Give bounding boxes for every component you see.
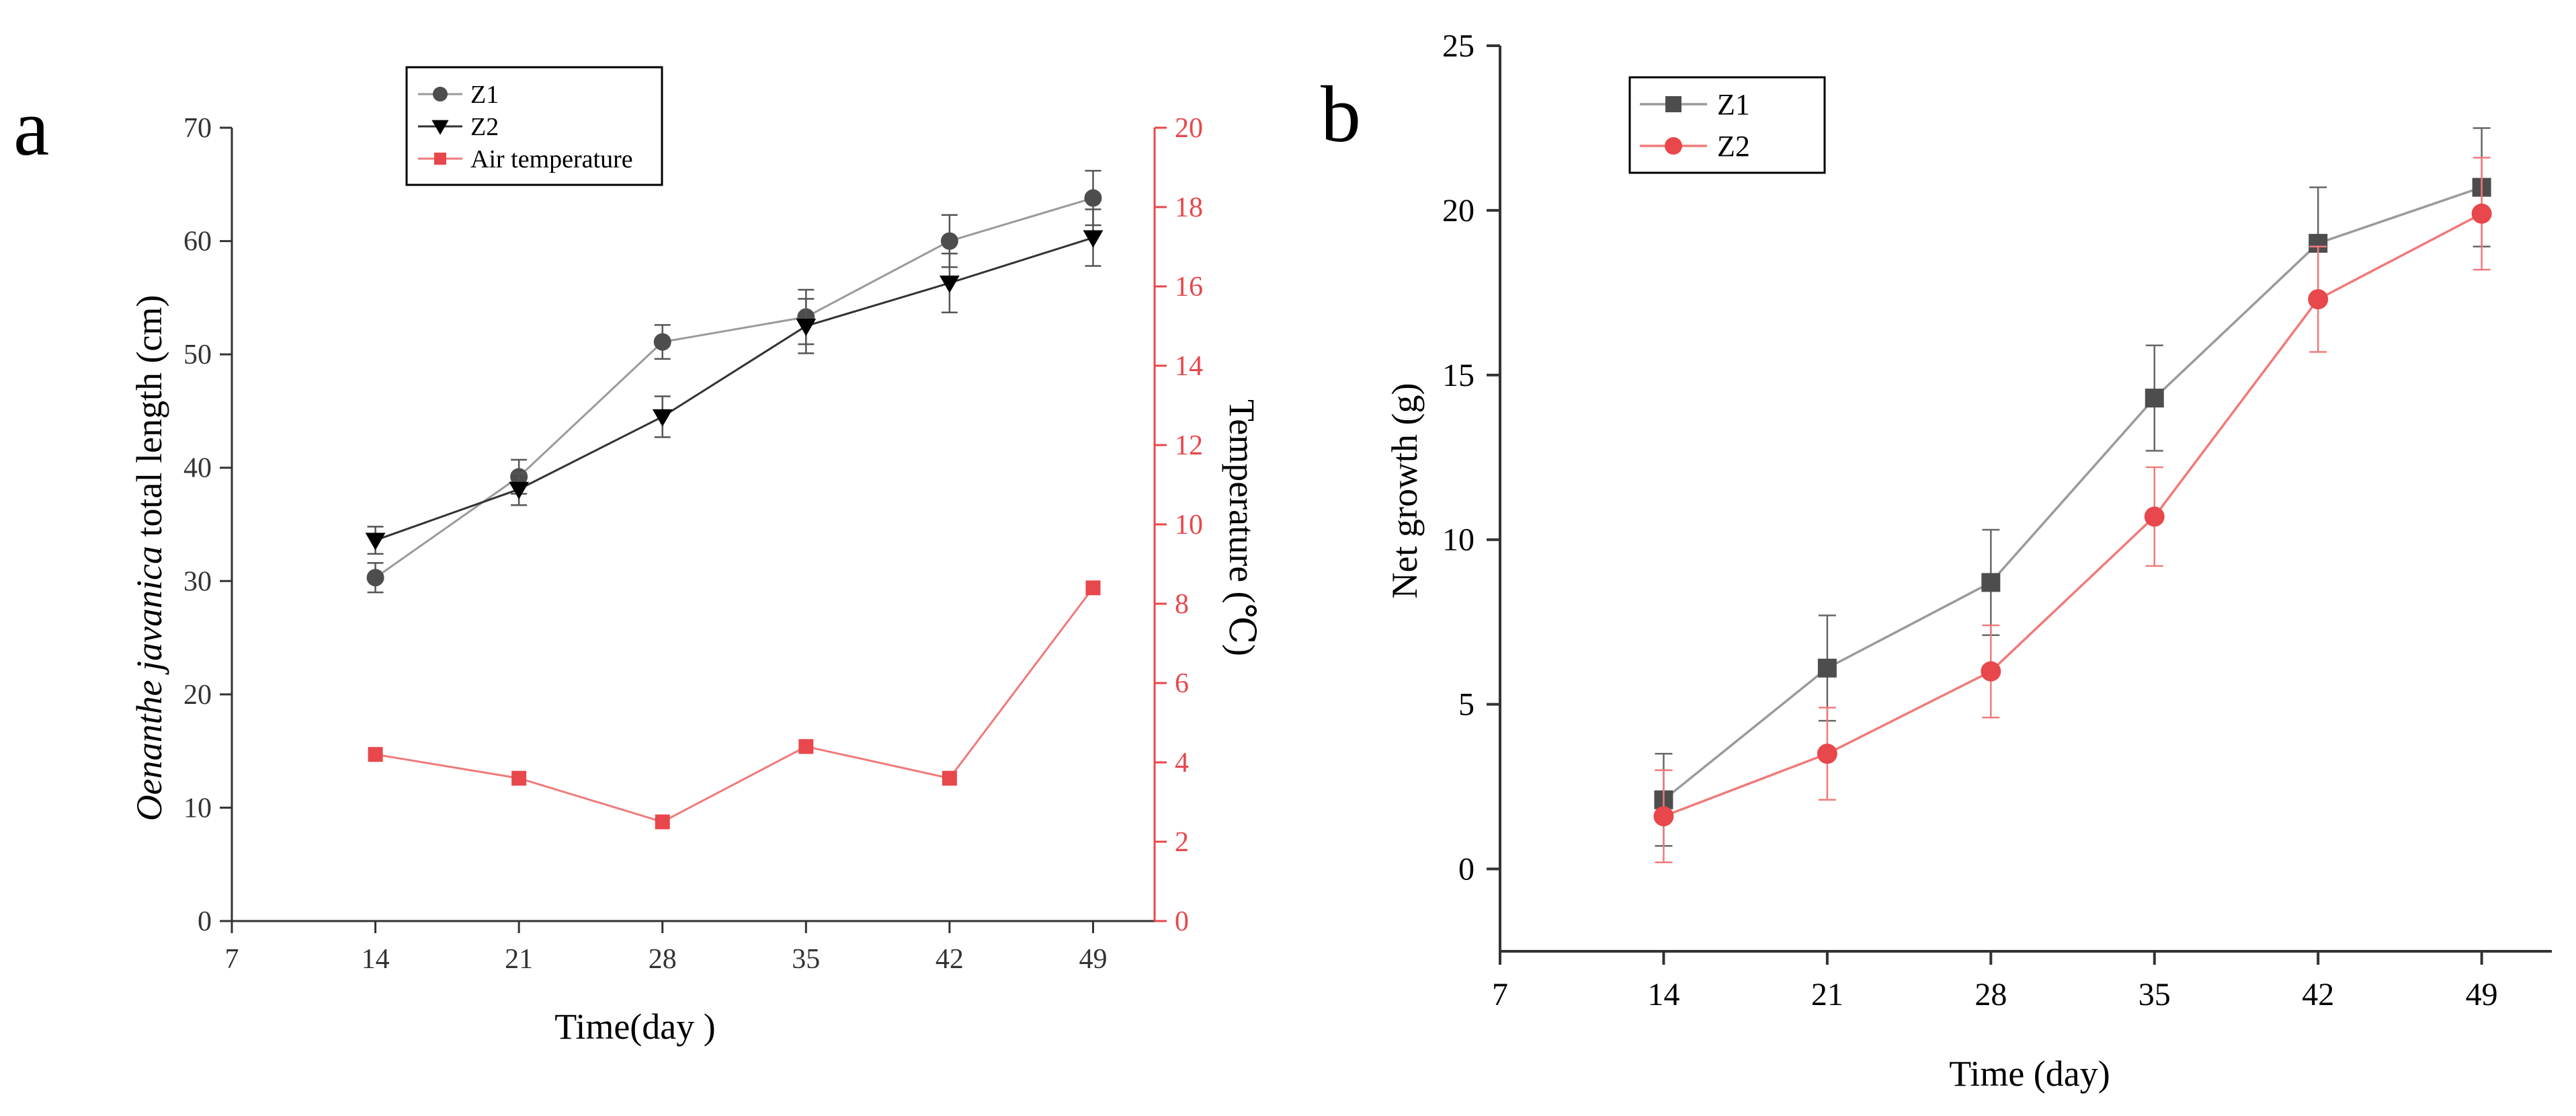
data-point (368, 747, 383, 762)
series-line-z1 (374, 197, 1093, 579)
data-point (652, 409, 673, 427)
data-point (796, 318, 817, 336)
x-tick-label-a: 21 (505, 944, 533, 975)
data-point (366, 569, 384, 587)
data-point (509, 481, 530, 500)
y-tick-label-b: 5 (1458, 687, 1474, 723)
x-tick-label-b: 35 (2138, 977, 2171, 1012)
data-point (1981, 573, 2001, 592)
x-tick-label-a: 7 (225, 944, 239, 975)
x-axis-title-a: Time(day ) (554, 1006, 716, 1047)
y-tick-label-a: 30 (183, 566, 212, 597)
y-tick-label-b: 15 (1442, 358, 1474, 393)
x-tick-label-a: 49 (1079, 944, 1107, 975)
x-tick-label-a: 35 (792, 944, 820, 975)
data-point (1084, 189, 1102, 207)
x-tick-label-b: 49 (2466, 977, 2498, 1012)
y2-tick-label-a: 4 (1175, 748, 1189, 779)
series-line-z2 (1663, 212, 2483, 818)
data-point (798, 739, 814, 754)
y-tick-label-a: 10 (183, 793, 212, 824)
legend-label: Z2 (1717, 130, 1750, 163)
data-point (653, 333, 671, 351)
x-tick-label-b: 42 (2302, 977, 2334, 1012)
y2-tick-label-a: 2 (1175, 827, 1189, 858)
panel-label-a: a (13, 83, 49, 172)
chart-panel-b: Time (day) Net growth (g) 7 14 21 28 35 42 49 0… (1384, 28, 2552, 1094)
data-point (511, 770, 527, 786)
y-axis-title-a-rest: total length (cm) (129, 295, 169, 546)
y2-tick-label-a: 0 (1175, 906, 1189, 937)
y2-tick-label-a: 8 (1175, 589, 1189, 620)
legend-marker (1665, 96, 1681, 112)
x-tick-label-a: 28 (649, 944, 677, 975)
legend-marker (434, 153, 446, 165)
series-line-z2 (375, 237, 1093, 542)
data-point (1981, 661, 2001, 682)
data-point (1817, 744, 1837, 764)
data-point (2471, 203, 2492, 224)
data-point (365, 532, 386, 551)
y2-tick-label-a: 12 (1175, 430, 1203, 461)
y-tick-label-a: 40 (183, 453, 212, 484)
legend-marker (1665, 137, 1682, 155)
y-tick-label-b: 0 (1458, 852, 1474, 887)
y-tick-label-a: 60 (183, 227, 212, 257)
panel-label-b: b (1321, 69, 1361, 159)
legend-label: Z2 (470, 113, 499, 141)
legend-marker (433, 87, 448, 102)
y-tick-label-b: 10 (1442, 522, 1474, 558)
x-tick-label-b: 28 (1975, 977, 2007, 1012)
x-tick-label-a: 14 (362, 944, 390, 975)
data-point (2144, 506, 2165, 527)
y-tick-label-a: 50 (183, 340, 212, 370)
y-tick-label-b: 20 (1442, 193, 1474, 229)
y2-tick-label-a: 18 (1175, 192, 1203, 223)
y-axis-title-b: Net growth (g) (1384, 383, 1425, 599)
x-tick-label-b: 14 (1647, 977, 1679, 1012)
x-axis-title-b: Time (day) (1949, 1053, 2110, 1094)
chart-panel-a: Time(day ) Oenanthe javanica total lengt… (129, 66, 1262, 1047)
y2-tick-label-a: 16 (1175, 272, 1203, 303)
y-axis-title-a: Oenanthe javanica total length (cm) (129, 295, 169, 822)
y-tick-label-b: 25 (1442, 28, 1474, 64)
y-axis-title-a-italic: Oenanthe javanica (129, 546, 169, 821)
data-point (2145, 389, 2164, 408)
data-point (940, 232, 958, 250)
data-point (939, 275, 960, 293)
y2-axis-title-a: Temperature (℃) (1222, 399, 1262, 656)
y2-tick-label-a: 6 (1175, 668, 1189, 699)
legend-label: Air temperature (470, 145, 633, 173)
data-point (655, 814, 670, 830)
legend-label: Z1 (1717, 88, 1750, 121)
x-tick-label-a: 42 (936, 944, 964, 975)
data-point (1083, 230, 1104, 248)
x-tick-label-b: 21 (1811, 977, 1843, 1012)
legend-label: Z1 (470, 81, 499, 109)
legend-box-b (1628, 76, 1826, 174)
data-point (2308, 289, 2329, 310)
y-tick-label-a: 0 (198, 906, 212, 937)
legend-marker (431, 120, 449, 135)
y-tick-label-a: 70 (183, 113, 212, 144)
series-line-air-temperature (375, 587, 1094, 824)
data-point (1085, 580, 1101, 596)
y2-tick-label-a: 20 (1175, 113, 1203, 144)
series-line-z1 (1663, 186, 2483, 801)
y2-tick-label-a: 10 (1175, 510, 1203, 541)
data-point (1653, 806, 1674, 827)
data-point (942, 770, 957, 786)
y2-tick-label-a: 14 (1175, 351, 1203, 382)
y-tick-label-a: 20 (183, 680, 212, 711)
x-tick-label-b: 7 (1492, 977, 1508, 1012)
data-point (1817, 658, 1837, 678)
